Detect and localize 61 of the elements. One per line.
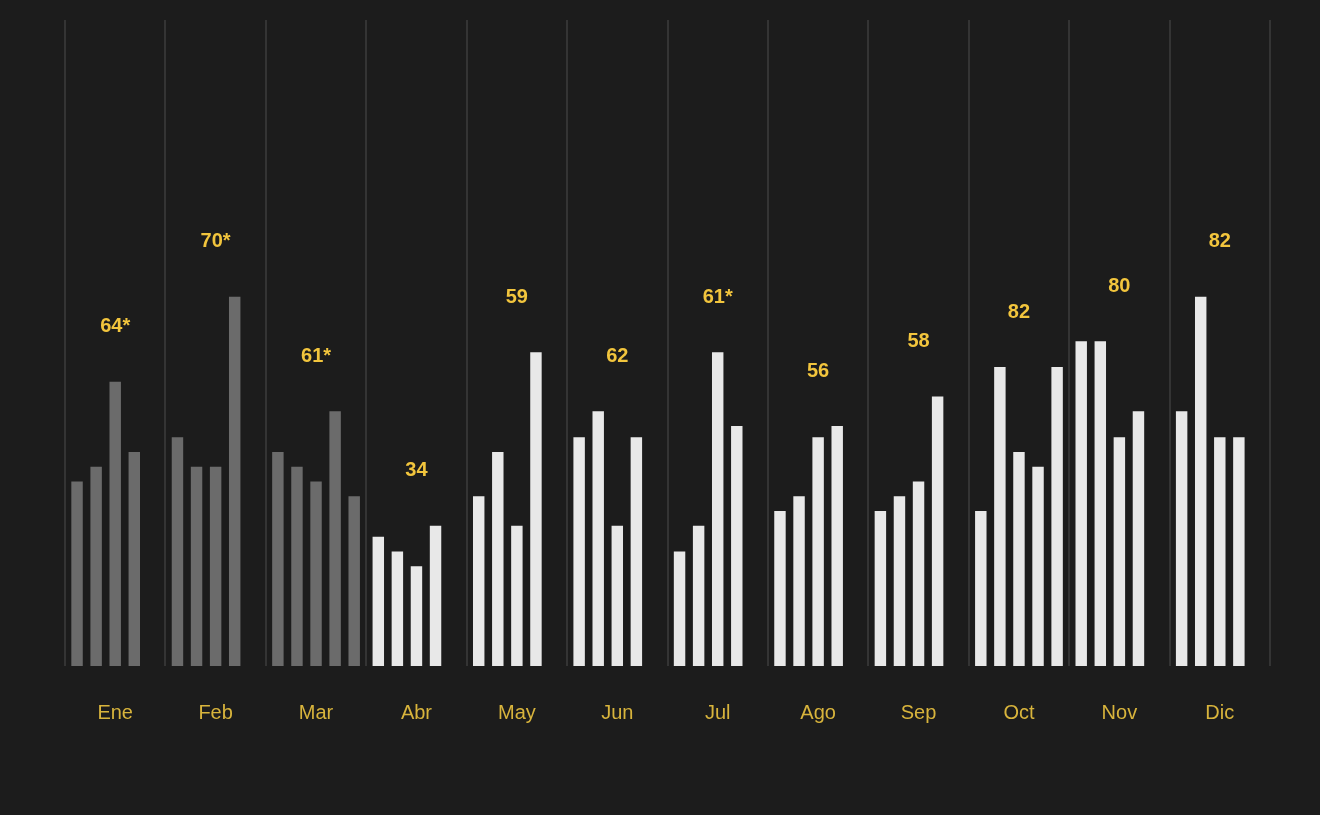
bar xyxy=(831,426,843,666)
bar xyxy=(630,437,643,666)
bar xyxy=(391,551,404,666)
bar xyxy=(410,566,423,666)
x-tick-label: Mar xyxy=(298,700,334,723)
bar xyxy=(731,426,743,666)
x-tick-label: Abr xyxy=(400,700,433,723)
bar xyxy=(1032,466,1044,666)
x-tick-label: Jul xyxy=(704,700,731,723)
annotation: 61* xyxy=(301,343,332,366)
bar xyxy=(931,396,944,666)
bar xyxy=(774,510,786,666)
annotation: 61* xyxy=(702,284,733,307)
bar xyxy=(611,525,624,666)
x-tick-label: Nov xyxy=(1101,700,1138,723)
annotation: 62 xyxy=(606,343,629,366)
bar xyxy=(492,451,504,666)
bar xyxy=(1013,451,1025,666)
bar xyxy=(975,510,987,666)
bar xyxy=(1075,341,1087,666)
bar xyxy=(530,352,542,666)
bar xyxy=(573,437,585,666)
bar xyxy=(1194,296,1207,666)
text: 70* xyxy=(200,229,231,252)
bar xyxy=(1233,437,1245,666)
x-tick-label: Sep xyxy=(900,700,937,723)
x-tick-label: Jun xyxy=(601,700,634,723)
text: 80 xyxy=(1108,273,1131,296)
bar xyxy=(592,411,604,666)
bar xyxy=(912,481,925,666)
bar xyxy=(348,496,360,666)
annotation: 64* xyxy=(100,314,131,337)
x-tick-label: Oct xyxy=(1003,700,1035,723)
bar xyxy=(1132,411,1145,666)
x-tick-label: Feb xyxy=(198,700,233,723)
bar xyxy=(673,551,686,666)
x-tick-label: Dic xyxy=(1205,700,1235,723)
bar xyxy=(472,496,485,666)
bar xyxy=(893,496,906,666)
annotation: 56 xyxy=(807,358,830,381)
annotation: 59 xyxy=(505,284,528,307)
bar xyxy=(1214,437,1226,666)
bar xyxy=(511,525,523,666)
bar xyxy=(1094,341,1107,666)
bar xyxy=(1175,411,1188,666)
bar xyxy=(429,525,442,666)
bar xyxy=(372,536,385,666)
x-tick-label: May xyxy=(497,700,536,723)
bar xyxy=(692,525,705,666)
bar xyxy=(1113,437,1126,666)
bar xyxy=(874,510,887,666)
x-tick-label: Ago xyxy=(800,700,836,723)
bar xyxy=(793,496,805,666)
bar xyxy=(711,352,724,666)
text: 82 xyxy=(1208,229,1231,252)
bar xyxy=(812,437,824,666)
annotation: 82 xyxy=(1007,299,1031,322)
annotation: 34 xyxy=(405,458,429,481)
annotation: 58 xyxy=(907,329,930,352)
bar xyxy=(994,366,1006,666)
x-tick-label: Ene xyxy=(97,700,134,723)
